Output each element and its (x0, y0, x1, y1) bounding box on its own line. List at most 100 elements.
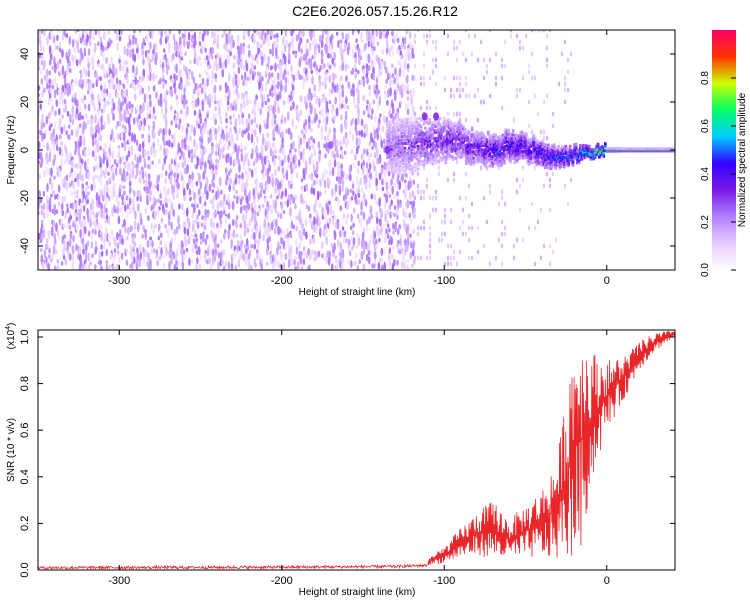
noise-cell (291, 41, 295, 50)
signal-cell (425, 152, 429, 156)
noise-cell (406, 199, 410, 209)
signal-cell (478, 155, 481, 158)
noise-cell (159, 97, 163, 108)
signal-cell (396, 163, 399, 167)
noise-cell (295, 215, 298, 220)
noise-cell (458, 249, 462, 255)
signal-cell (387, 160, 391, 164)
noise-cell (79, 78, 82, 88)
noise-cell (108, 93, 111, 100)
noise-cell (518, 39, 522, 45)
noise-cell (319, 191, 322, 197)
noise-cell (281, 190, 284, 198)
noise-cell (97, 195, 101, 203)
noise-cell (326, 205, 330, 216)
signal-cell (517, 145, 521, 149)
noise-cell (295, 172, 299, 179)
signal-cell (533, 148, 537, 152)
noise-cell (323, 254, 326, 260)
noise-cell (428, 255, 432, 261)
noise-cell (310, 172, 314, 181)
noise-cell (219, 211, 222, 221)
signal-cell (421, 144, 424, 147)
signal-cell (516, 158, 519, 162)
noise-cell (365, 126, 368, 137)
noise-cell (351, 245, 355, 250)
signal-cell (451, 158, 455, 161)
signal-cell (511, 151, 515, 154)
noise-cell (39, 163, 43, 168)
noise-cell (227, 131, 231, 139)
noise-cell (500, 261, 504, 267)
noise-cell (515, 237, 519, 243)
signal-cell (503, 135, 506, 138)
signal-cell (544, 156, 547, 160)
noise-cell (325, 256, 329, 265)
noise-cell (154, 223, 157, 229)
signal-cell (463, 139, 467, 143)
signal-cell (428, 118, 432, 121)
noise-cell (175, 178, 179, 184)
signal-cell (431, 147, 434, 151)
noise-cell (48, 208, 52, 212)
signal-cell (536, 144, 540, 148)
noise-cell (246, 244, 250, 251)
noise-cell (274, 99, 277, 109)
noise-cell (196, 112, 199, 122)
noise-cell (250, 153, 254, 160)
noise-cell (253, 103, 256, 111)
noise-cell (464, 81, 468, 87)
noise-cell (521, 45, 525, 51)
noise-cell (100, 244, 103, 250)
signal-cell (403, 150, 407, 154)
signal-cell (425, 136, 429, 140)
noise-cell (455, 111, 459, 117)
noise-cell (351, 67, 355, 75)
noise-cell (500, 75, 504, 81)
signal-cell (532, 147, 535, 151)
noise-cell (211, 189, 215, 194)
noise-cell (232, 112, 236, 119)
noise-cell (434, 189, 438, 195)
noise-cell (138, 121, 142, 132)
noise-cell (77, 48, 80, 53)
signal-cell (544, 153, 547, 156)
signal-cell (403, 122, 407, 126)
noise-cell (304, 126, 308, 135)
signal-cell (431, 123, 434, 127)
noise-cell (273, 86, 277, 97)
noise-cell (225, 178, 228, 186)
noise-cell (566, 57, 570, 63)
noise-cell (375, 185, 379, 192)
noise-cell (91, 228, 95, 234)
signal-cell (422, 151, 426, 154)
noise-cell (292, 224, 296, 230)
noise-cell (204, 147, 207, 154)
noise-cell (399, 238, 402, 247)
noise-cell (302, 30, 305, 38)
noise-cell (245, 62, 249, 72)
noise-cell (299, 151, 303, 161)
noise-cell (545, 45, 549, 51)
noise-cell (116, 92, 119, 98)
noise-cell (99, 224, 103, 231)
signal-cell (526, 146, 530, 149)
noise-cell (125, 176, 128, 181)
signal-cell (481, 144, 484, 148)
noise-cell (368, 162, 372, 170)
signal-cell (424, 155, 427, 158)
noise-cell (74, 218, 77, 227)
signal-cell (520, 153, 524, 157)
noise-cell (66, 241, 70, 247)
noise-cell (242, 213, 245, 223)
noise-cell (229, 168, 233, 174)
noise-cell (179, 48, 183, 58)
signal-cell (504, 138, 508, 142)
noise-cell (122, 89, 126, 97)
noise-cell (260, 50, 264, 58)
noise-cell (168, 47, 171, 54)
signal-cell (494, 150, 497, 153)
signal-cell (510, 156, 513, 160)
signal-cell (437, 133, 440, 137)
noise-cell (360, 129, 364, 138)
